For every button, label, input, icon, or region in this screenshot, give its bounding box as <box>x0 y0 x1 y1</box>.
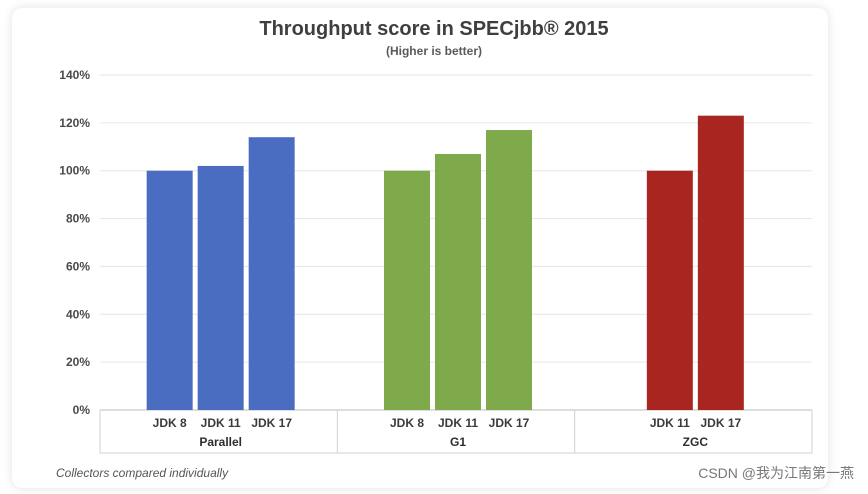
y-tick-label: 100% <box>59 164 90 178</box>
x-category-label: JDK 8 <box>390 416 424 430</box>
bar <box>435 153 481 410</box>
y-tick-label: 0% <box>73 403 91 417</box>
watermark: CSDN @我为江南第一燕 <box>698 465 854 481</box>
bar <box>697 115 744 410</box>
x-category-label: JDK 17 <box>251 416 292 430</box>
bar <box>646 170 693 410</box>
x-category-label: JDK 11 <box>201 416 241 430</box>
y-tick-label: 140% <box>59 68 90 82</box>
y-tick-label: 120% <box>59 116 90 130</box>
x-category-label: JDK 17 <box>700 416 741 430</box>
y-tick-label: 80% <box>66 212 90 226</box>
y-tick-label: 40% <box>66 307 90 321</box>
chart-subtitle: (Higher is better) <box>385 44 482 58</box>
bar <box>248 137 295 410</box>
x-category-label: JDK 11 <box>650 416 690 430</box>
y-tick-label: 20% <box>66 355 90 369</box>
x-category-label: JDK 17 <box>489 416 530 430</box>
x-category-label: JDK 8 <box>153 416 187 430</box>
group-label: G1 <box>450 435 466 449</box>
y-tick-label: 60% <box>66 259 90 273</box>
chart-title: Throughput score in SPECjbb® 2015 <box>259 18 609 40</box>
bar <box>197 165 244 410</box>
x-category-label: JDK 11 <box>438 416 478 430</box>
bar <box>384 170 430 410</box>
bar <box>486 130 532 411</box>
bar <box>146 170 193 410</box>
group-label: Parallel <box>199 435 242 449</box>
footnote: Collectors compared individually <box>56 466 229 480</box>
group-label: ZGC <box>683 435 709 449</box>
